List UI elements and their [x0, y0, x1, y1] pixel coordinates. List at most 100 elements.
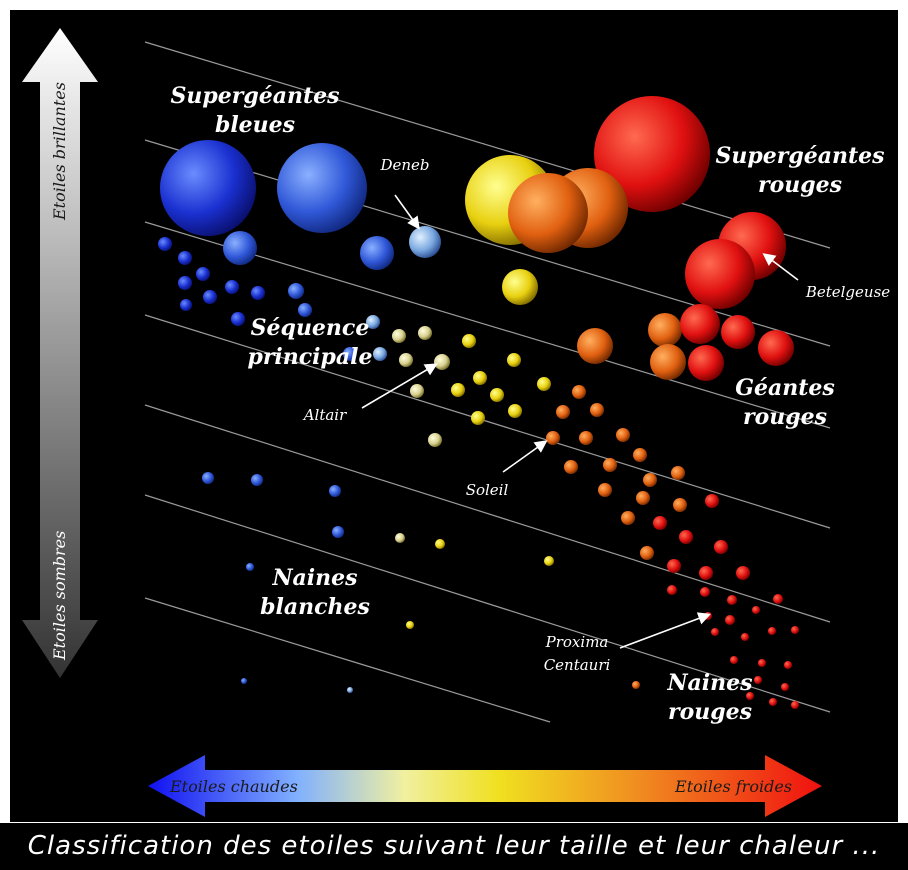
white-dwarfs-label-line1: Naines — [271, 565, 357, 591]
star — [418, 326, 432, 340]
star — [680, 304, 720, 344]
temperature-arrow-shape — [148, 755, 822, 817]
star — [347, 687, 353, 693]
star — [564, 460, 578, 474]
star — [288, 283, 304, 299]
star — [399, 353, 413, 367]
star — [650, 344, 686, 380]
soleil-arrow — [502, 440, 548, 473]
star — [409, 226, 441, 258]
stars-layer — [158, 96, 799, 709]
star — [721, 315, 755, 349]
red-giants-label-line1: Géantes — [735, 375, 835, 401]
star — [373, 347, 387, 361]
deneb-arrow — [394, 194, 420, 230]
star — [636, 491, 650, 505]
star — [781, 683, 789, 691]
star — [251, 286, 265, 300]
star — [699, 566, 713, 580]
star — [556, 405, 570, 419]
star — [471, 411, 485, 425]
star — [508, 404, 522, 418]
star — [231, 312, 245, 326]
star — [640, 546, 654, 560]
star — [332, 526, 344, 538]
star — [746, 692, 754, 700]
star — [451, 383, 465, 397]
star — [688, 345, 724, 381]
star — [435, 539, 445, 549]
main-sequence-label-line2: principale — [247, 344, 372, 370]
altair-label: Altair — [302, 406, 347, 424]
star — [671, 466, 685, 480]
star — [590, 403, 604, 417]
star — [223, 231, 257, 265]
star — [758, 659, 766, 667]
star — [577, 328, 613, 364]
star — [632, 681, 640, 689]
star — [754, 676, 762, 684]
red-dwarfs-label-line1: Naines — [666, 670, 752, 696]
blue-supergiants-label-line2: bleues — [215, 112, 295, 138]
star — [768, 627, 776, 635]
guide-line — [144, 41, 831, 249]
star — [490, 388, 504, 402]
star — [366, 315, 380, 329]
star — [725, 615, 735, 625]
proxima-label-line1: Proxima — [545, 633, 609, 651]
star — [653, 516, 667, 530]
star — [246, 563, 254, 571]
star — [594, 96, 710, 212]
proxima-arrow — [619, 612, 711, 649]
star — [752, 606, 760, 614]
white-dwarfs-label-line2: blanches — [260, 594, 370, 620]
betelgeuse-arrow — [762, 253, 799, 281]
star — [621, 511, 635, 525]
hot-stars-label: Etoiles chaudes — [169, 777, 298, 796]
star — [667, 585, 677, 595]
star — [203, 290, 217, 304]
main-sequence-label-line1: Séquence — [251, 315, 370, 341]
guide-line — [144, 494, 831, 713]
red-supergiants-label-line2: rouges — [758, 172, 842, 198]
star — [616, 428, 630, 442]
diagram-frame: Etoiles brillantes Etoiles sombres Etoil… — [10, 10, 898, 822]
star — [462, 334, 476, 348]
star — [679, 530, 693, 544]
dim-stars-label: Etoiles sombres — [50, 531, 69, 661]
star — [727, 595, 737, 605]
star — [160, 140, 256, 236]
star — [178, 251, 192, 265]
star — [730, 656, 738, 664]
star — [298, 303, 312, 317]
guide-line — [144, 221, 831, 429]
star — [700, 587, 710, 597]
star — [758, 330, 794, 366]
star — [633, 448, 647, 462]
brightness-arrow: Etoiles brillantes Etoiles sombres — [22, 28, 98, 678]
star — [196, 267, 210, 281]
star — [251, 474, 263, 486]
star — [158, 237, 172, 251]
star — [343, 347, 357, 361]
star — [784, 661, 792, 669]
star — [643, 473, 657, 487]
star — [579, 431, 593, 445]
star — [241, 678, 247, 684]
star — [473, 371, 487, 385]
star — [769, 698, 777, 706]
star — [434, 354, 450, 370]
pointer-arrows — [361, 194, 799, 649]
star-classification-diagram: Etoiles brillantes Etoiles sombres Etoil… — [22, 28, 890, 817]
star — [791, 701, 799, 709]
star — [277, 143, 367, 233]
brightness-arrow-shape — [22, 28, 98, 678]
star — [507, 353, 521, 367]
guide-line — [144, 404, 831, 623]
red-giants-label-line2: rouges — [743, 404, 827, 430]
star — [685, 239, 755, 309]
star — [711, 628, 719, 636]
star — [791, 626, 799, 634]
proxima-label-line2: Centauri — [544, 656, 611, 674]
star — [773, 594, 783, 604]
